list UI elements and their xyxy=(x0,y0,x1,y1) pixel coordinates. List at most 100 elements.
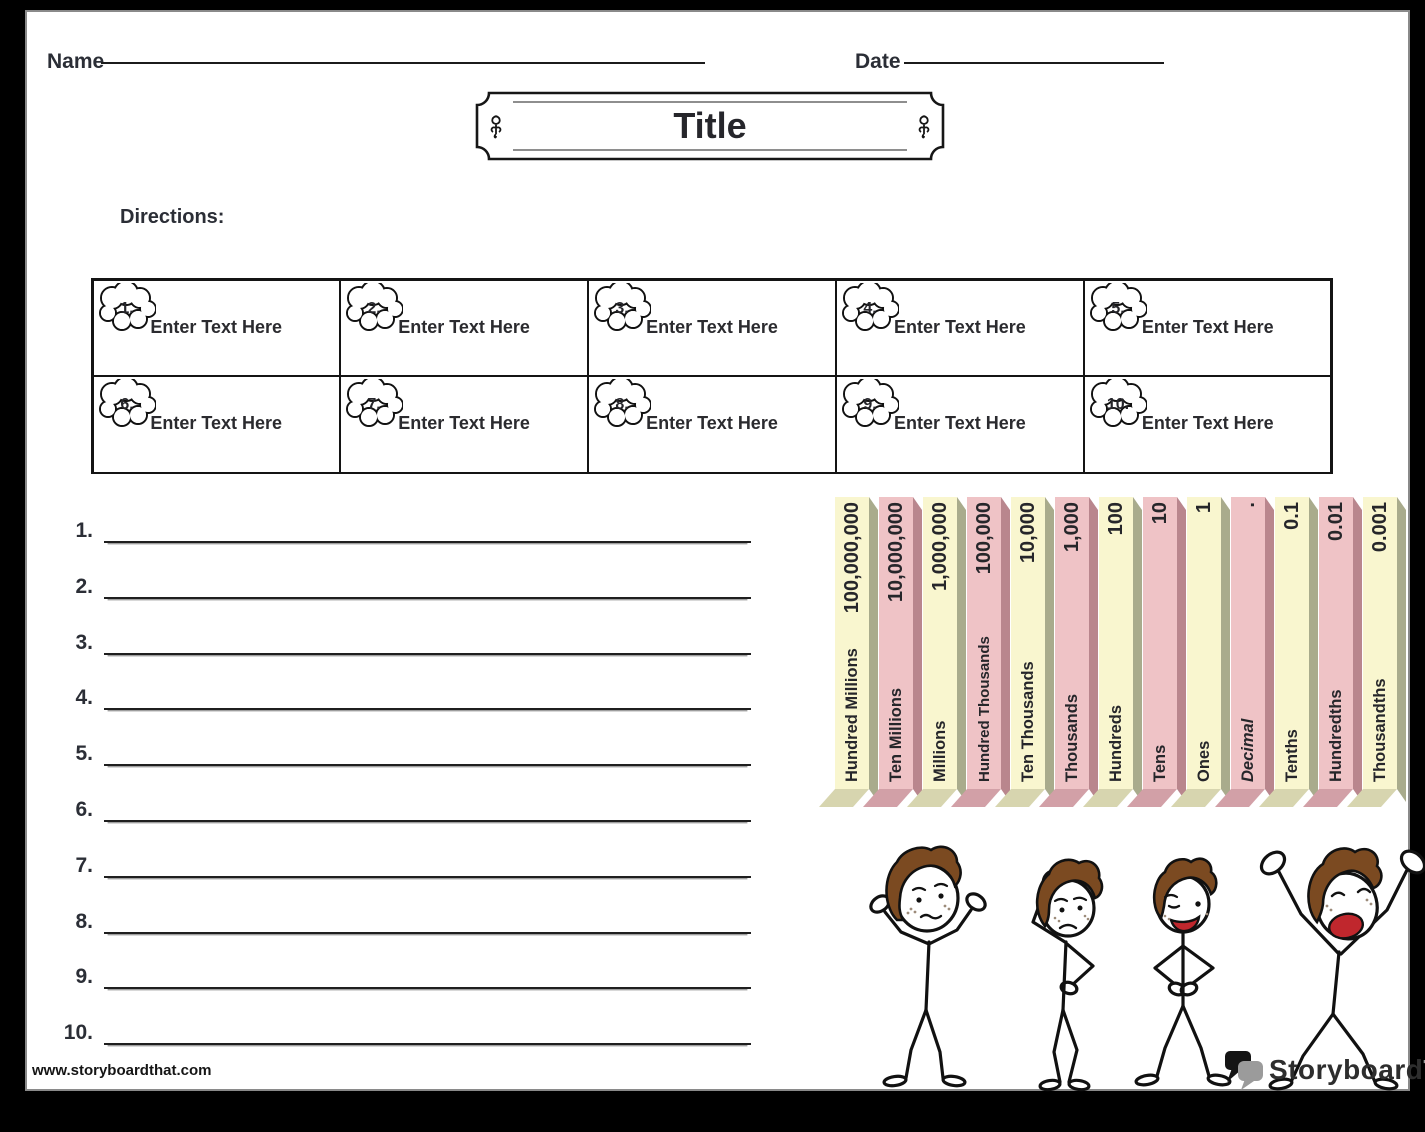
pv-column-millions: Millions 1,000,000 xyxy=(929,502,951,782)
place-value-bar-icon xyxy=(995,497,1054,807)
term-cell-text[interactable]: Enter Text Here xyxy=(646,413,778,434)
term-cell-9[interactable]: 9. Enter Text Here xyxy=(837,377,1083,472)
svg-text:6.: 6. xyxy=(120,396,133,413)
worksheet-page: Name Date Title Directions: xyxy=(25,10,1425,1092)
answer-line[interactable] xyxy=(104,507,751,543)
answer-number: 6. xyxy=(75,798,93,821)
answer-line[interactable] xyxy=(104,674,751,710)
stick-figure-unsure-icon xyxy=(1031,858,1104,1092)
answer-line[interactable] xyxy=(104,563,751,599)
svg-text:8.: 8. xyxy=(616,396,629,413)
svg-text:5.: 5. xyxy=(1111,300,1124,317)
svg-text:2.: 2. xyxy=(368,300,381,317)
term-cell-text[interactable]: Enter Text Here xyxy=(150,316,283,337)
date-line[interactable] xyxy=(904,36,1164,64)
term-cell-text[interactable]: Enter Text Here xyxy=(894,316,1026,337)
place-value-bar-icon xyxy=(1347,497,1406,807)
svg-text:7.: 7. xyxy=(368,396,381,413)
answer-line[interactable] xyxy=(104,842,751,878)
answer-row-2: 2. xyxy=(47,565,751,599)
speech-bubbles-icon xyxy=(1225,1051,1263,1090)
term-cell-text[interactable]: Enter Text Here xyxy=(398,316,530,337)
term-cell-5[interactable]: 5. Enter Text Here xyxy=(1085,280,1331,375)
term-cell-text[interactable]: Enter Text Here xyxy=(150,413,283,434)
answer-row-7: 7. xyxy=(47,844,751,878)
term-cell-text[interactable]: Enter Text Here xyxy=(398,413,530,434)
answer-row-10: 10. xyxy=(47,1011,751,1045)
storyboardthat-logo: StoryboardThat xyxy=(1223,1048,1425,1092)
place-value-bar-icon xyxy=(951,497,1010,807)
answer-row-3: 3. xyxy=(47,621,751,655)
svg-text:4.: 4. xyxy=(864,300,877,317)
pv-column-ten-millions: Ten Millions 10,000,000 xyxy=(885,502,907,782)
answer-number: 7. xyxy=(75,854,93,877)
term-cell-text[interactable]: Enter Text Here xyxy=(894,413,1026,434)
term-cell-6[interactable]: 6. Enter Text Here xyxy=(93,377,339,472)
place-value-bar-icon xyxy=(1127,497,1186,807)
answer-row-9: 9. xyxy=(47,955,751,989)
answer-line[interactable] xyxy=(104,730,751,766)
title-banner: Title xyxy=(475,90,945,162)
number-cloud-icon: 1. xyxy=(98,282,156,331)
number-cloud-icon: 2. xyxy=(346,282,404,331)
title-banner-frame xyxy=(475,91,945,161)
answer-line[interactable] xyxy=(104,898,751,934)
place-value-bar-icon xyxy=(863,497,922,807)
number-cloud-icon: 7. xyxy=(346,379,404,428)
term-cell-7[interactable]: 7. Enter Text Here xyxy=(341,377,587,472)
place-value-bar-icon xyxy=(819,497,878,807)
answer-number: 10. xyxy=(63,1021,93,1044)
logo-text: StoryboardThat xyxy=(1269,1054,1425,1085)
answer-number: 1. xyxy=(75,519,93,542)
date-label: Date xyxy=(855,50,901,73)
answer-number: 2. xyxy=(75,575,93,598)
term-grid: 1. Enter Text Here 2. Enter Text Here 3.… xyxy=(91,278,1333,474)
pv-column-ones: Ones 1 xyxy=(1193,502,1215,782)
answer-number: 3. xyxy=(75,631,93,654)
pv-column-hundredths: Hundredths 0.01 xyxy=(1325,502,1347,782)
website-url: www.storyboardthat.com xyxy=(32,1062,212,1079)
term-cell-3[interactable]: 3. Enter Text Here xyxy=(589,280,835,375)
place-value-bar-icon xyxy=(1215,497,1274,807)
answer-number: 4. xyxy=(75,686,93,709)
answer-number: 9. xyxy=(75,965,93,988)
place-value-bar-icon xyxy=(907,497,966,807)
number-cloud-icon: 3. xyxy=(594,282,652,331)
pv-column-tens: Tens 10 xyxy=(1149,502,1171,782)
stick-figure-excited-icon xyxy=(1259,847,1425,1091)
answer-row-4: 4. xyxy=(47,676,751,710)
answer-line[interactable] xyxy=(104,619,751,655)
pv-column-thousandths: Thousandths 0.001 xyxy=(1369,502,1391,782)
answer-line[interactable] xyxy=(104,786,751,822)
term-cell-4[interactable]: 4. Enter Text Here xyxy=(837,280,1083,375)
place-value-bar-icon xyxy=(1171,497,1230,807)
answer-line[interactable] xyxy=(104,953,751,989)
banner-fleuron-right-icon xyxy=(918,115,930,139)
number-cloud-icon: 5. xyxy=(1090,282,1148,331)
page-title[interactable]: Title xyxy=(673,105,747,146)
term-cell-10[interactable]: 10. Enter Text Here xyxy=(1085,377,1331,472)
term-cell-8[interactable]: 8. Enter Text Here xyxy=(589,377,835,472)
pv-column-ten-thousands: Ten Thousands 10,000 xyxy=(1017,502,1039,782)
stick-figure-confused-icon xyxy=(869,845,987,1088)
place-value-chart: Hundred Millions 100,000,000 Ten Millions… xyxy=(819,497,1415,812)
term-cell-text[interactable]: Enter Text Here xyxy=(1141,316,1274,337)
directions-label[interactable]: Directions: xyxy=(120,206,225,228)
answer-number: 5. xyxy=(75,742,93,765)
answer-number: 8. xyxy=(75,910,93,933)
name-label: Name xyxy=(47,50,105,73)
name-line[interactable] xyxy=(101,36,705,64)
pv-column-thousands: Thousands 1,000 xyxy=(1061,502,1083,782)
pv-column-tenths: Tenths 0.1 xyxy=(1281,502,1303,782)
number-cloud-icon: 8. xyxy=(594,379,652,428)
stick-figure-confident-icon xyxy=(1134,857,1232,1087)
pv-column-decimal: Decimal. xyxy=(1237,502,1259,782)
term-cell-2[interactable]: 2. Enter Text Here xyxy=(341,280,587,375)
term-cell-1[interactable]: 1. Enter Text Here xyxy=(93,280,339,375)
answer-line[interactable] xyxy=(104,1009,751,1045)
svg-text:3.: 3. xyxy=(616,300,629,317)
term-cell-text[interactable]: Enter Text Here xyxy=(1141,413,1274,434)
svg-text:10.: 10. xyxy=(1107,396,1129,413)
number-cloud-icon: 10. xyxy=(1090,379,1148,428)
term-cell-text[interactable]: Enter Text Here xyxy=(646,316,778,337)
